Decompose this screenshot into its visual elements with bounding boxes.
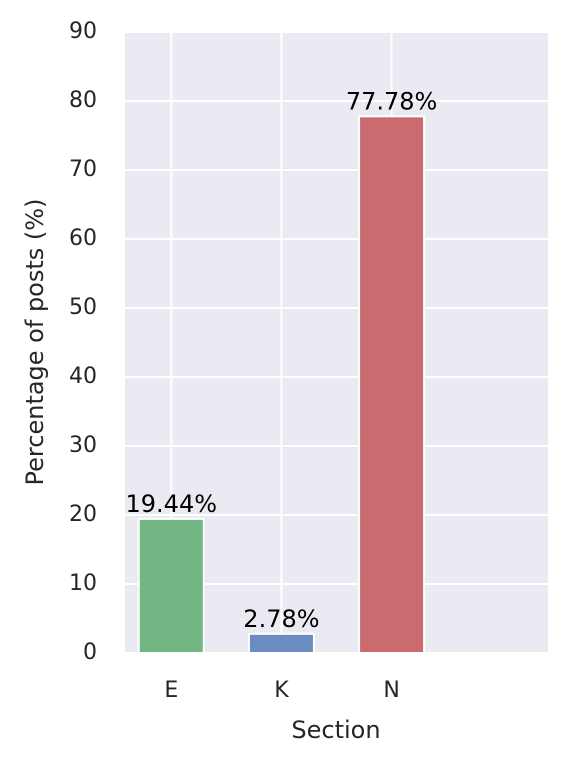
y-tick-label: 70 [69, 157, 97, 182]
value-label: 19.44% [126, 490, 218, 518]
y-tick-label: 40 [69, 364, 97, 389]
y-tick-label: 50 [69, 295, 97, 320]
bar [247, 632, 315, 654]
y-tick-label: 20 [69, 502, 97, 527]
y-axis-label: Percentage of posts (%) [21, 199, 49, 486]
x-tick-label: N [383, 678, 399, 703]
x-tick-label: K [274, 678, 289, 703]
x-axis-label: Section [291, 716, 380, 744]
x-tick-label: E [164, 678, 178, 703]
y-tick-label: 80 [69, 88, 97, 113]
value-label: 2.78% [243, 605, 319, 633]
bar [137, 517, 205, 655]
bar [358, 115, 426, 655]
y-tick-label: 60 [69, 226, 97, 251]
marks [137, 115, 426, 655]
y-tick-label: 30 [69, 433, 97, 458]
y-tick-label: 10 [69, 571, 97, 596]
y-tick-label: 90 [69, 19, 97, 44]
y-tick-label: 0 [83, 640, 97, 665]
value-label: 77.78% [346, 87, 438, 115]
